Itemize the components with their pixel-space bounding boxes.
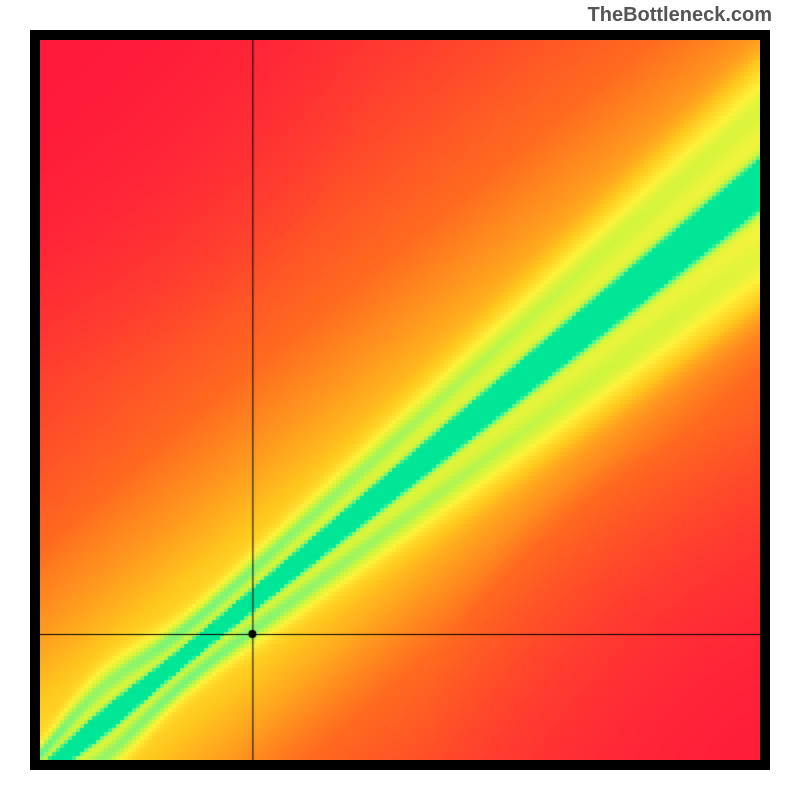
watermark-text: TheBottleneck.com (588, 4, 772, 27)
chart-container: TheBottleneck.com (0, 0, 800, 800)
bottleneck-heatmap (40, 40, 760, 760)
